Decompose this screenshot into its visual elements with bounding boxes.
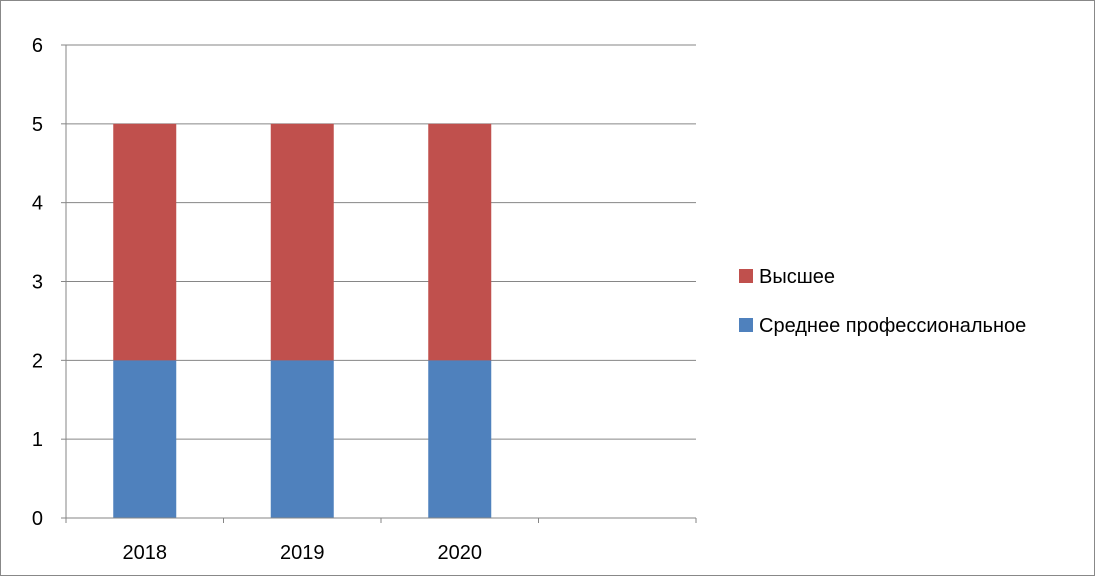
x-tick-labels: 2018 2019 2020	[123, 542, 483, 564]
bar-2019-series-1	[270, 123, 334, 361]
bar-2019-series-0	[270, 360, 334, 518]
legend-label-1: Среднее профессиональное	[759, 315, 1026, 337]
x-tick-label-2018: 2018	[123, 542, 168, 564]
y-tick-label-6: 6	[32, 35, 43, 57]
x-tick-label-2019: 2019	[280, 542, 325, 564]
y-tick-label-5: 5	[32, 114, 43, 136]
y-tick-label-4: 4	[32, 193, 43, 215]
axes	[61, 44, 697, 523]
legend-label-0: Высшее	[759, 266, 835, 288]
legend: Высшее Среднее профессиональное	[739, 266, 1026, 337]
x-tick-label-2020: 2020	[438, 542, 483, 564]
y-tick-label-0: 0	[32, 508, 43, 530]
y-tick-label-3: 3	[32, 272, 43, 294]
bar-2020-series-1	[428, 123, 492, 361]
bars	[113, 123, 492, 518]
bar-2018-series-1	[113, 123, 177, 361]
bar-2020-series-0	[428, 360, 492, 518]
y-tick-label-1: 1	[32, 429, 43, 451]
bar-2018-series-0	[113, 360, 177, 518]
y-tick-labels: 0 1 2 3 4 5 6	[32, 35, 43, 530]
legend-swatch-0	[739, 269, 753, 283]
legend-swatch-1	[739, 318, 753, 332]
y-tick-label-2: 2	[32, 350, 43, 372]
